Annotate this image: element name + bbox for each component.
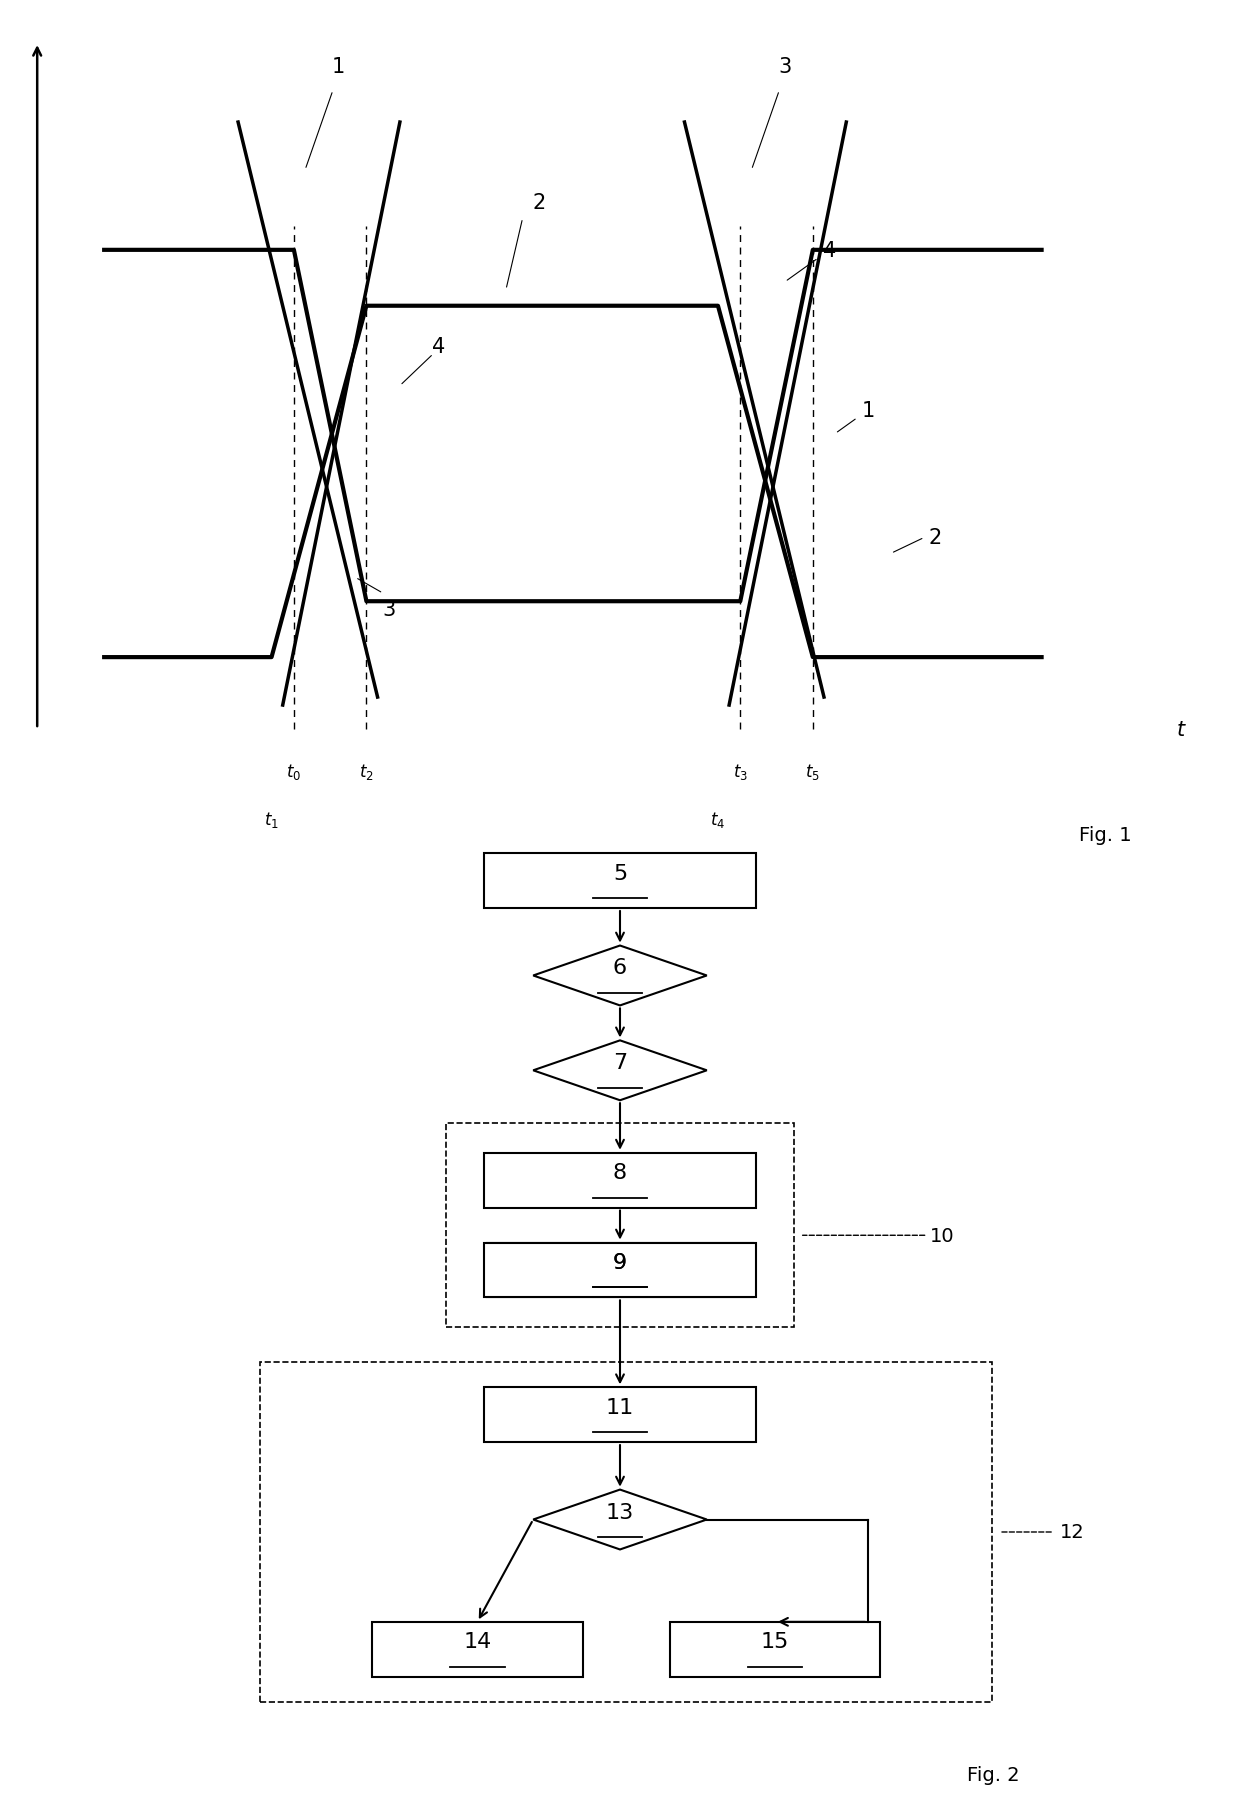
Text: 8: 8 (613, 1163, 627, 1183)
Text: $t_0$: $t_0$ (286, 762, 301, 782)
Text: 9: 9 (613, 1252, 627, 1272)
Text: 2: 2 (533, 192, 546, 212)
Text: 4: 4 (823, 241, 836, 261)
Bar (484, 854, 756, 909)
Text: 1: 1 (332, 56, 345, 78)
Text: 14: 14 (464, 1631, 491, 1651)
Text: 3: 3 (382, 600, 396, 620)
Bar (486, 1243, 754, 1297)
Bar (484, 1388, 756, 1442)
Text: $t_1$: $t_1$ (264, 809, 279, 829)
Bar (670, 1622, 880, 1676)
Text: 2: 2 (929, 528, 942, 548)
Text: 12: 12 (1060, 1522, 1085, 1542)
Text: 10: 10 (930, 1226, 955, 1244)
Bar (372, 1622, 583, 1676)
Text: 7: 7 (613, 1052, 627, 1072)
Bar (446, 1123, 794, 1328)
Text: 6: 6 (613, 958, 627, 978)
Text: $t_2$: $t_2$ (360, 762, 373, 782)
Text: $t_4$: $t_4$ (711, 809, 725, 829)
Bar (484, 1154, 756, 1208)
Text: $t$: $t$ (1176, 720, 1187, 740)
Text: $t_3$: $t_3$ (733, 762, 748, 782)
Bar (260, 1362, 992, 1702)
Text: 4: 4 (433, 336, 445, 357)
Polygon shape (533, 1489, 707, 1549)
Polygon shape (533, 1041, 707, 1101)
Text: 9: 9 (613, 1252, 627, 1272)
Text: 15: 15 (761, 1631, 789, 1651)
Bar (484, 1243, 756, 1297)
Text: 3: 3 (779, 56, 791, 78)
Text: 5: 5 (613, 863, 627, 883)
Text: 13: 13 (606, 1502, 634, 1522)
Text: Fig. 2: Fig. 2 (967, 1765, 1019, 1783)
Text: Fig. 1: Fig. 1 (1079, 825, 1131, 844)
Text: 11: 11 (606, 1397, 634, 1417)
Text: $t_5$: $t_5$ (806, 762, 820, 782)
Polygon shape (533, 947, 707, 1005)
Text: 1: 1 (862, 401, 875, 421)
